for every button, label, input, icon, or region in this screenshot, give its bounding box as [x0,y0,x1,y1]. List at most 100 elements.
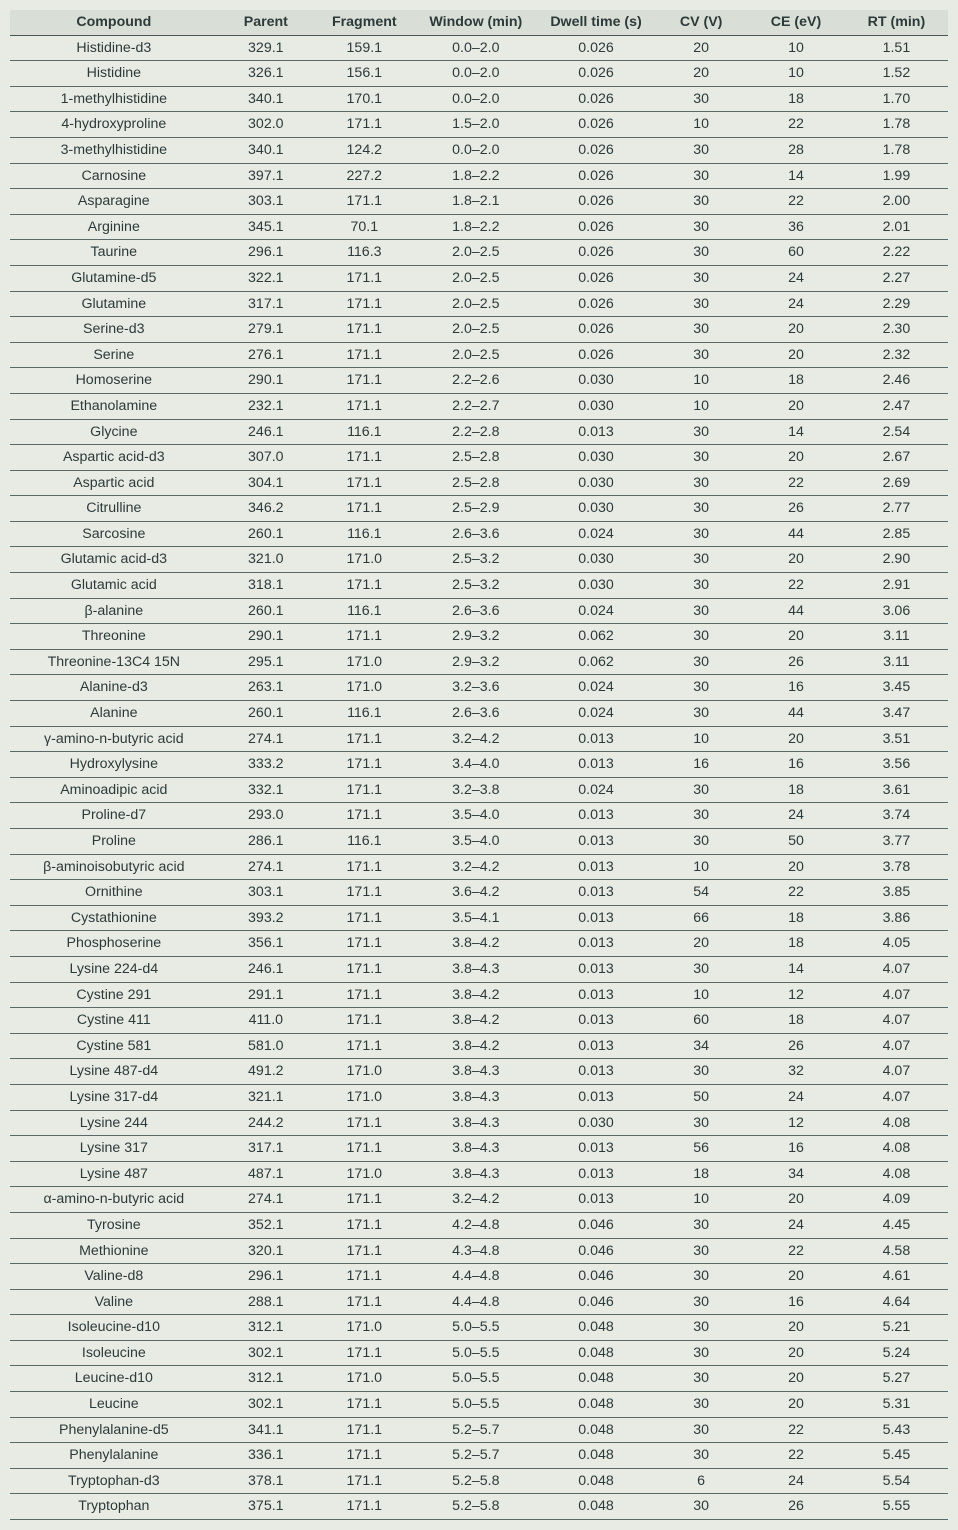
cell-compound: Valine-d8 [10,1264,218,1290]
cell-compound: Homoserine [10,368,218,394]
cell-cv: 30 [655,1238,747,1264]
cell-parent: 312.1 [218,1315,314,1341]
cell-parent: 302.1 [218,1392,314,1418]
table-row: Lysine 487487.1171.03.8–4.30.01318344.08 [10,1161,948,1187]
cell-compound: Serine [10,342,218,368]
cell-cv: 66 [655,905,747,931]
table-row: Lysine 317317.1171.13.8–4.30.01356164.08 [10,1136,948,1162]
cell-window: 5.0–5.5 [415,1315,537,1341]
cell-ce: 20 [747,445,845,471]
col-header-dwell: Dwell time (s) [537,10,655,35]
cell-rt: 4.07 [845,956,948,982]
cell-compound: Citrulline [10,496,218,522]
cell-rt: 4.05 [845,931,948,957]
cell-ce: 34 [747,1161,845,1187]
cell-ce: 22 [747,1443,845,1469]
table-row: Lysine 317-d4321.1171.03.8–4.30.01350244… [10,1084,948,1110]
cell-cv: 60 [655,1008,747,1034]
cell-window: 2.6–3.6 [415,521,537,547]
cell-rt: 2.32 [845,342,948,368]
cell-fragment: 171.1 [314,854,415,880]
cell-ce: 16 [747,675,845,701]
cell-cv: 30 [655,1392,747,1418]
cell-dwell: 0.062 [537,649,655,675]
cell-fragment: 171.1 [314,1289,415,1315]
cell-ce: 20 [747,1340,845,1366]
cell-ce: 20 [747,317,845,343]
table-row: Lysine 487-d4491.2171.03.8–4.30.01330324… [10,1059,948,1085]
cell-parent: 288.1 [218,1289,314,1315]
table-row: 3-methylhistidine340.1124.20.0–2.00.0263… [10,137,948,163]
cell-cv: 30 [655,86,747,112]
table-row: Methionine320.1171.14.3–4.80.04630224.58 [10,1238,948,1264]
cell-ce: 22 [747,573,845,599]
cell-parent: 345.1 [218,214,314,240]
cell-fragment: 171.0 [314,547,415,573]
col-header-compound: Compound [10,10,218,35]
cell-compound: Lysine 487-d4 [10,1059,218,1085]
cell-ce: 26 [747,649,845,675]
cell-ce: 14 [747,419,845,445]
cell-ce: 18 [747,368,845,394]
cell-dwell: 0.013 [537,1033,655,1059]
table-row: Lysine 224-d4246.1171.13.8–4.30.01330144… [10,956,948,982]
cell-rt: 4.07 [845,1084,948,1110]
cell-fragment: 116.1 [314,598,415,624]
col-header-cv: CV (V) [655,10,747,35]
cell-window: 4.4–4.8 [415,1264,537,1290]
cell-compound: Arginine [10,214,218,240]
cell-fragment: 116.1 [314,701,415,727]
cell-dwell: 0.026 [537,112,655,138]
table-row: Serine276.1171.12.0–2.50.02630202.32 [10,342,948,368]
cell-window: 5.2–5.8 [415,1468,537,1494]
cell-dwell: 0.013 [537,726,655,752]
cell-dwell: 0.048 [537,1494,655,1520]
cell-fragment: 171.1 [314,931,415,957]
cell-rt: 2.90 [845,547,948,573]
cell-parent: 322.1 [218,265,314,291]
cell-dwell: 0.013 [537,419,655,445]
table-row: Carnosine397.1227.21.8–2.20.02630141.99 [10,163,948,189]
cell-rt: 2.85 [845,521,948,547]
cell-fragment: 171.1 [314,189,415,215]
cell-parent: 352.1 [218,1212,314,1238]
cell-fragment: 171.1 [314,1212,415,1238]
cell-compound: β-aminoisobutyric acid [10,854,218,880]
cell-cv: 30 [655,163,747,189]
cell-rt: 4.61 [845,1264,948,1290]
cell-parent: 307.0 [218,445,314,471]
cell-window: 2.5–2.8 [415,470,537,496]
cell-dwell: 0.030 [537,1110,655,1136]
cell-rt: 4.07 [845,1033,948,1059]
cell-dwell: 0.026 [537,317,655,343]
cell-parent: 290.1 [218,368,314,394]
cell-rt: 1.99 [845,163,948,189]
cell-rt: 2.47 [845,393,948,419]
cell-fragment: 171.0 [314,1059,415,1085]
cell-parent: 326.1 [218,61,314,87]
cell-rt: 3.51 [845,726,948,752]
cell-compound: Serine-d3 [10,317,218,343]
cell-fragment: 171.1 [314,112,415,138]
table-row: Aspartic acid304.1171.12.5–2.80.03030222… [10,470,948,496]
cell-parent: 341.1 [218,1417,314,1443]
cell-fragment: 171.1 [314,956,415,982]
cell-fragment: 171.1 [314,752,415,778]
cell-compound: Aspartic acid [10,470,218,496]
cell-rt: 1.51 [845,35,948,61]
cell-compound: β-alanine [10,598,218,624]
cell-window: 5.2–5.7 [415,1417,537,1443]
cell-ce: 50 [747,829,845,855]
cell-fragment: 171.1 [314,291,415,317]
cell-parent: 336.1 [218,1443,314,1469]
table-row: Taurine296.1116.32.0–2.50.02630602.22 [10,240,948,266]
cell-parent: 274.1 [218,726,314,752]
cell-cv: 30 [655,1340,747,1366]
table-row: α-amino-n-butyric acid274.1171.13.2–4.20… [10,1187,948,1213]
cell-window: 4.3–4.8 [415,1238,537,1264]
cell-compound: Threonine-13C4 15N [10,649,218,675]
table-row: Proline286.1116.13.5–4.00.01330503.77 [10,829,948,855]
cell-cv: 30 [655,1315,747,1341]
cell-ce: 20 [747,1315,845,1341]
cell-dwell: 0.013 [537,1059,655,1085]
